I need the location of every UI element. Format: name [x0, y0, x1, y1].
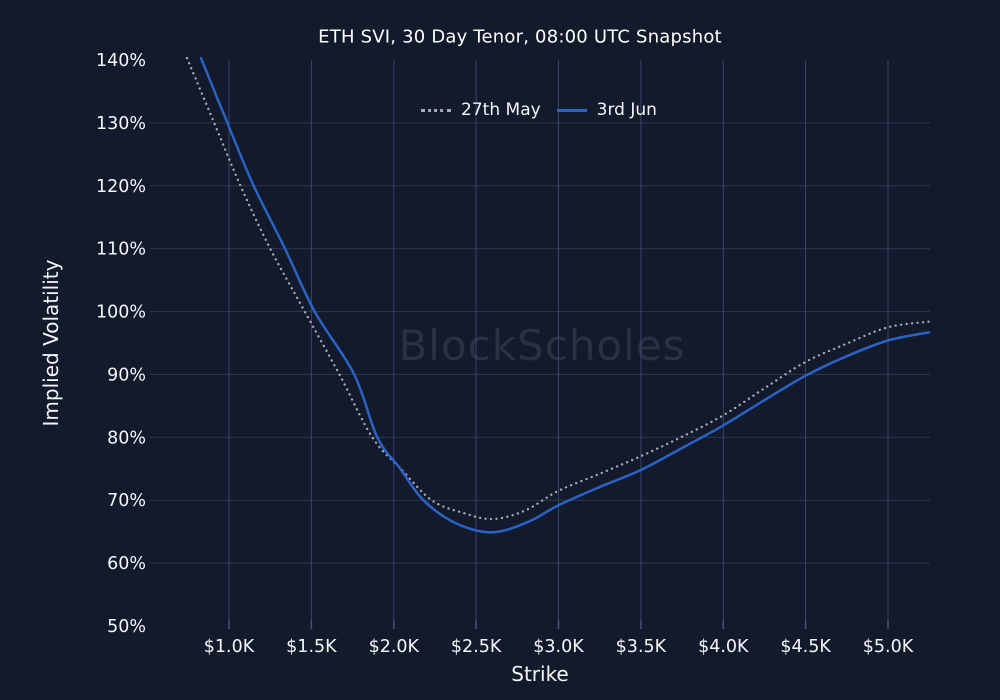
y-tick-label: 130%	[96, 114, 146, 134]
watermark: BlockScholes	[398, 321, 685, 370]
legend-item-3rd-jun: 3rd Jun	[556, 100, 657, 120]
y-tick-label: 110%	[96, 240, 146, 260]
series-line-3rd-jun	[199, 56, 931, 534]
x-tick-label: $3.5K	[616, 637, 667, 657]
chart-title: ETH SVI, 30 Day Tenor, 08:00 UTC Snapsho…	[318, 26, 722, 48]
y-axis-title: Implied Volatility	[39, 259, 63, 427]
y-tick-label: 100%	[96, 303, 146, 323]
x-tick-label: $1.0K	[204, 637, 255, 657]
legend-item-27th-may: 27th May	[421, 100, 541, 120]
y-tick-label: 50%	[107, 617, 146, 637]
x-tick-label: $3.0K	[533, 637, 584, 657]
y-tick-label: 80%	[107, 428, 146, 448]
x-tick-label: $4.0K	[698, 637, 749, 657]
x-tick-label: $1.5K	[286, 637, 337, 657]
y-tick-label: 140%	[96, 51, 146, 71]
x-axis-title: Strike	[511, 662, 569, 686]
solid-line-marker-icon	[556, 108, 587, 112]
y-tick-label: 60%	[107, 554, 146, 574]
y-tick-label: 70%	[107, 491, 146, 511]
y-tick-label: 120%	[96, 177, 146, 197]
x-tick-label: $4.5K	[780, 637, 831, 657]
legend: 27th May 3rd Jun	[421, 100, 657, 120]
x-tick-label: $2.0K	[369, 637, 420, 657]
series-line-27th-may	[185, 56, 931, 521]
legend-label-3rd-jun: 3rd Jun	[596, 100, 657, 120]
y-tick-label: 90%	[107, 365, 146, 385]
x-tick-label: $5.0K	[863, 637, 914, 657]
legend-label-27th-may: 27th May	[461, 100, 541, 120]
dotted-line-marker-icon	[421, 108, 452, 112]
x-tick-label: $2.5K	[451, 637, 502, 657]
